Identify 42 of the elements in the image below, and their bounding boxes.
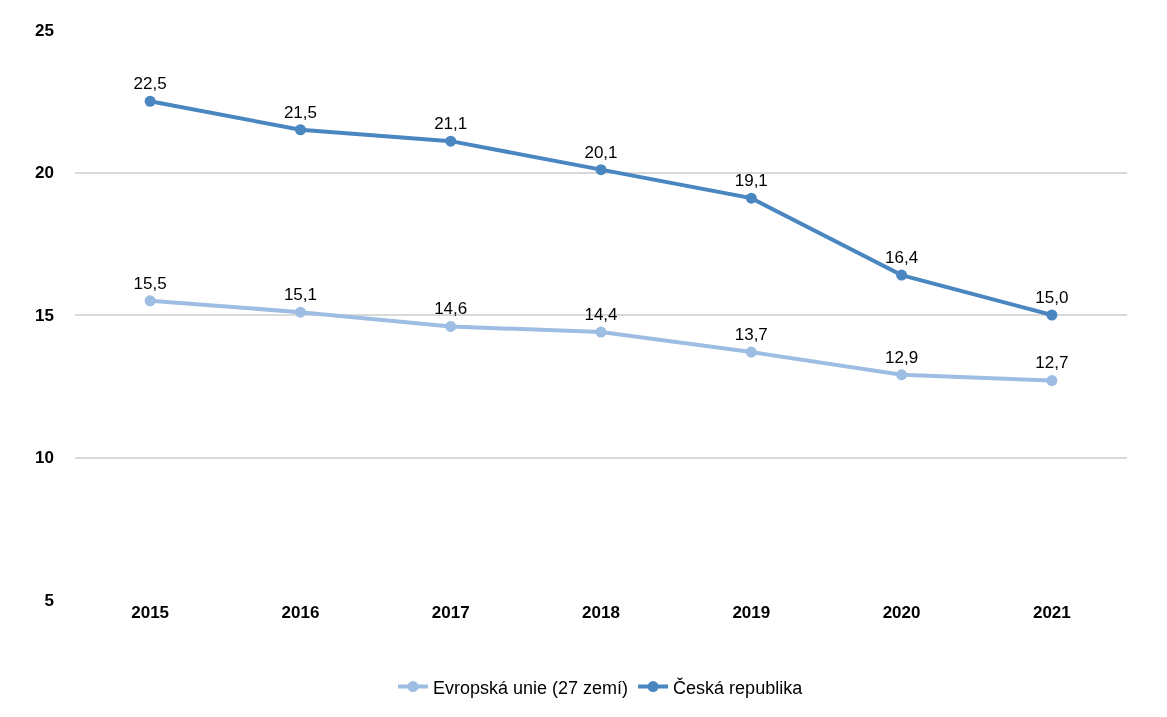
point xyxy=(445,320,457,332)
point xyxy=(896,269,908,281)
x-tick-label: 2021 xyxy=(1032,603,1071,622)
point xyxy=(595,326,607,338)
data-label: 15,5 xyxy=(133,273,167,293)
x-tick-label: 2020 xyxy=(882,603,921,622)
data-label: 21,1 xyxy=(434,114,468,134)
y-tick-label: 10 xyxy=(35,448,54,468)
point xyxy=(294,306,306,318)
data-label: 21,5 xyxy=(283,102,317,122)
data-label: 15,0 xyxy=(1035,287,1069,307)
legend-label: Evropská unie (27 zemí) xyxy=(433,677,629,698)
x-tick-label: 2019 xyxy=(732,603,771,622)
point xyxy=(1046,309,1058,321)
data-label: 20,1 xyxy=(584,142,618,162)
data-label: 22,5 xyxy=(133,74,167,94)
y-tick-label: 25 xyxy=(35,20,54,40)
x-tick-label: 2016 xyxy=(281,603,320,622)
point xyxy=(294,124,306,136)
data-label: 14,4 xyxy=(584,304,618,324)
data-label: 15,1 xyxy=(283,285,317,305)
point xyxy=(144,295,156,307)
y-tick-label: 15 xyxy=(35,305,54,325)
data-label: 14,6 xyxy=(434,299,468,319)
data-label: 13,7 xyxy=(734,324,768,344)
point xyxy=(144,95,156,107)
data-label: 16,4 xyxy=(885,247,919,267)
legend-label: Česká republika xyxy=(673,676,804,698)
point xyxy=(745,192,757,204)
y-tick-label: 5 xyxy=(44,590,54,610)
point xyxy=(445,135,457,147)
point xyxy=(745,346,757,358)
x-tick-label: 2017 xyxy=(431,603,470,622)
y-tick-label: 20 xyxy=(35,163,54,183)
point xyxy=(896,369,908,381)
point xyxy=(1046,375,1058,387)
point xyxy=(595,164,607,176)
data-label: 12,7 xyxy=(1035,353,1069,373)
x-tick-label: 2015 xyxy=(131,603,170,622)
x-tick-label: 2018 xyxy=(582,603,620,622)
data-label: 12,9 xyxy=(885,347,919,367)
data-label: 19,1 xyxy=(734,171,768,191)
